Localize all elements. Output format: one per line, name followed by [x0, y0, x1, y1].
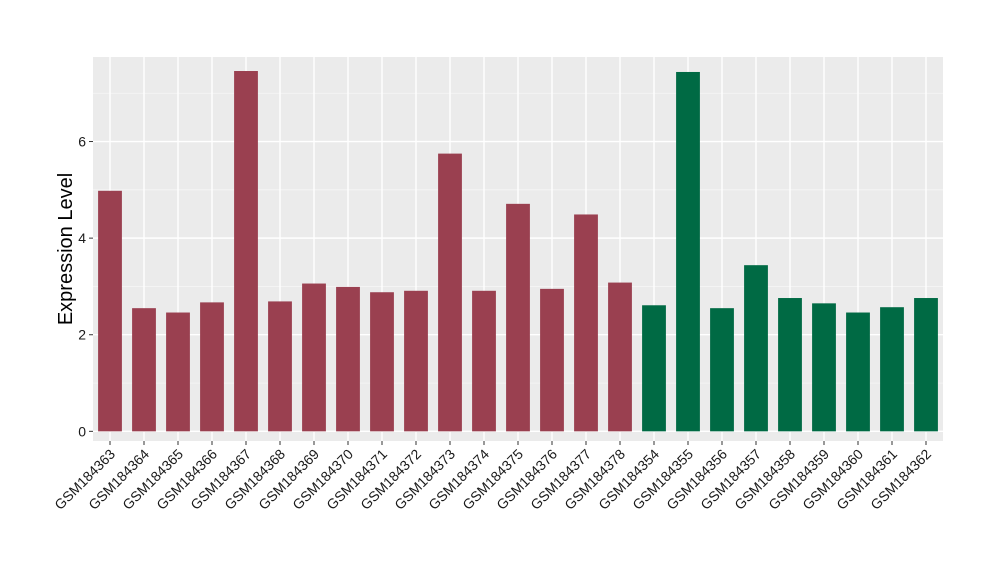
bar-GSM184372	[404, 290, 428, 432]
bar-GSM184374	[472, 290, 496, 432]
bar-GSM184364	[132, 308, 156, 432]
y-axis-title: Expression Level	[55, 173, 77, 325]
bar-GSM184378	[608, 282, 632, 432]
bar-GSM184356	[710, 308, 734, 432]
bar-GSM184375	[506, 203, 530, 432]
y-tick-label: 0	[78, 423, 86, 439]
bar-GSM184362	[914, 298, 938, 432]
y-tick-label: 6	[78, 134, 86, 150]
y-tick-label: 2	[78, 327, 86, 343]
y-tick-label: 4	[78, 230, 86, 246]
bar-GSM184369	[302, 283, 326, 432]
bar-GSM184366	[200, 302, 224, 432]
bar-GSM184365	[166, 312, 190, 432]
bar-GSM184357	[744, 265, 768, 432]
bar-GSM184355	[676, 71, 700, 432]
bar-GSM184368	[268, 301, 292, 432]
bar-GSM184377	[574, 214, 598, 432]
x-axis: GSM184363GSM184364GSM184365GSM184366GSM1…	[51, 441, 934, 513]
bar-GSM184359	[812, 303, 836, 432]
bar-GSM184363	[98, 190, 122, 432]
y-axis: 0 2 4 6	[78, 134, 93, 439]
bar-GSM184370	[336, 286, 360, 432]
bars	[98, 71, 938, 432]
bar-GSM184371	[370, 292, 394, 432]
bar-GSM184354	[642, 305, 666, 432]
bar-GSM184361	[880, 307, 904, 432]
bar-GSM184373	[438, 153, 462, 432]
bar-GSM184358	[778, 298, 802, 432]
bar-GSM184360	[846, 312, 870, 432]
bar-GSM184376	[540, 288, 564, 432]
bar-GSM184367	[234, 71, 258, 432]
